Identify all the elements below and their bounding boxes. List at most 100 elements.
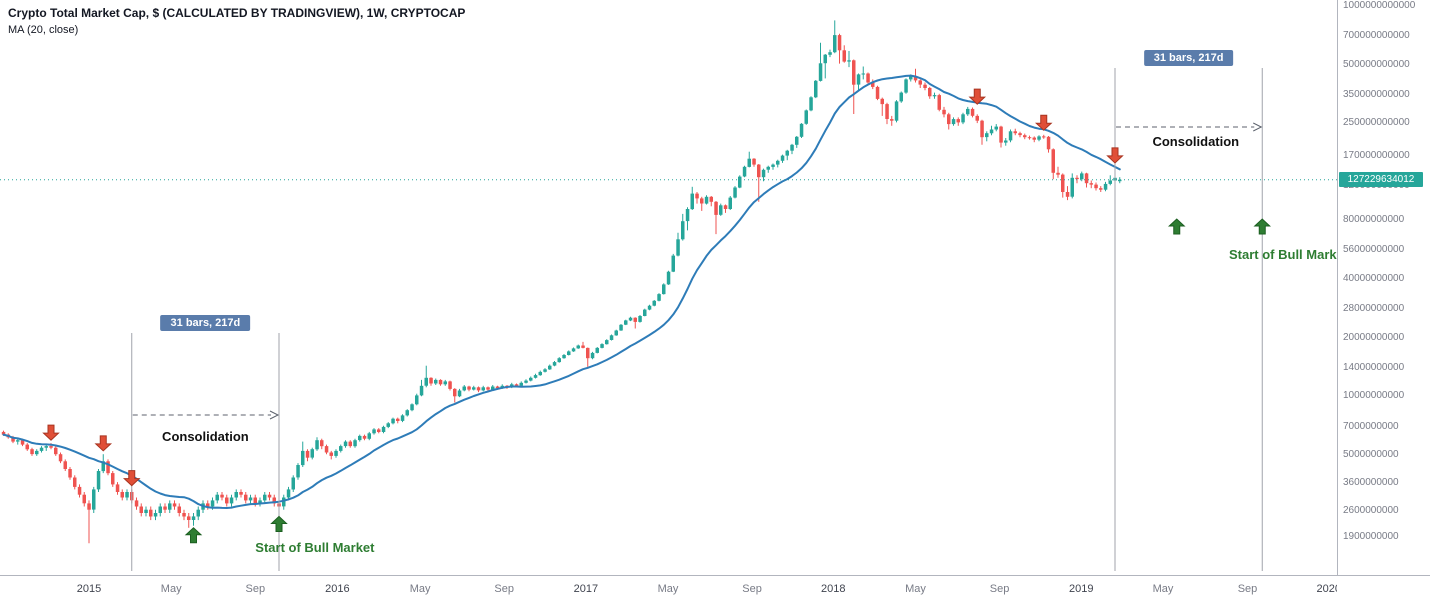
time-axis-label: 2015 (76, 583, 102, 595)
candle-up (282, 497, 286, 507)
buy-arrow-icon[interactable] (270, 515, 288, 532)
candle-up (210, 500, 215, 507)
sell-arrow-icon[interactable] (94, 435, 113, 452)
measure-label[interactable]: 31 bars, 217d (1143, 50, 1234, 66)
candle-up (704, 196, 709, 204)
candle-up (951, 119, 956, 125)
candle-up (638, 316, 642, 322)
candle-up (263, 494, 267, 501)
candle-up (400, 415, 405, 421)
candle-up (153, 513, 158, 517)
candle-down (30, 449, 34, 455)
buy-arrow-icon[interactable] (1167, 218, 1186, 235)
price-axis-label: 700000000000 (1343, 30, 1410, 42)
candle-down (253, 497, 257, 504)
time-axis-label: 2017 (573, 583, 599, 595)
candle-up (462, 386, 466, 391)
candle-down (1013, 131, 1017, 134)
candle-up (628, 317, 633, 321)
price-axis-label: 40000000000 (1343, 272, 1405, 284)
buy-arrow-icon[interactable] (184, 527, 203, 544)
candle-down (842, 50, 846, 62)
candle-up (538, 371, 542, 376)
time-axis-label: Sep (245, 583, 266, 595)
candle-up (600, 344, 604, 348)
price-axis-label: 5000000000 (1343, 449, 1399, 461)
candle-down (514, 384, 519, 386)
candle-down (581, 345, 585, 348)
consolidation-label[interactable]: Consolidation (1152, 134, 1240, 149)
sell-arrow-icon[interactable] (1034, 114, 1053, 131)
symbol-title[interactable]: Crypto Total Market Cap, $ (CALCULATED B… (8, 6, 466, 20)
time-axis-label: May (1152, 583, 1174, 595)
price-axis-label: 170000000000 (1343, 150, 1410, 162)
candle-down (448, 381, 452, 389)
candle-down (453, 388, 457, 397)
candle-up (818, 63, 823, 81)
candle-up (932, 95, 937, 97)
chart-annotations-layer: Crypto Total Market Cap, $ (CALCULATED B… (8, 6, 1337, 555)
indicator-label[interactable]: MA (20, close) (8, 24, 79, 36)
candle-up (144, 509, 148, 513)
bull-market-label[interactable]: Start of Bull Market (1229, 247, 1337, 262)
price-axis-label: 250000000000 (1343, 117, 1410, 129)
candle-up (681, 221, 685, 240)
time-axis-label: Sep (989, 583, 1010, 595)
candle-up (101, 461, 105, 472)
candle-up (353, 440, 357, 447)
candle-up (472, 387, 476, 390)
candle-up (524, 380, 528, 383)
candle-down (714, 201, 718, 215)
candle-down (11, 437, 15, 442)
candle-up (557, 358, 561, 363)
buy-arrow-icon[interactable] (1253, 218, 1272, 235)
candle-down (913, 76, 918, 81)
price-axis[interactable]: 127229634012 1000000000000 700000000000 50… (1337, 0, 1430, 575)
candle-down (852, 60, 856, 85)
candle-down (77, 486, 82, 495)
candle-up (904, 79, 908, 93)
candle-up (790, 144, 794, 151)
candle-up (652, 300, 656, 306)
current-price-tag: 127229634012 (1339, 171, 1423, 187)
price-axis-label: 7000000000 (1343, 420, 1399, 432)
chart-plot-area[interactable] (0, 0, 1337, 575)
candle-up (533, 375, 538, 378)
candle-up (985, 133, 989, 138)
price-axis-label: 1000000000000 (1343, 0, 1416, 11)
candle-up (856, 74, 861, 85)
candle-up (562, 355, 566, 359)
candle-up (391, 418, 395, 424)
candle-up (595, 347, 599, 353)
candle-down (937, 95, 941, 110)
price-axis-label: 20000000000 (1343, 331, 1405, 343)
candle-up (424, 377, 428, 386)
candle-down (467, 386, 471, 390)
price-axis-label: 14000000000 (1343, 361, 1405, 373)
candle-up (780, 155, 785, 161)
candle-up (191, 516, 196, 520)
sell-arrow-icon[interactable] (1106, 147, 1124, 164)
candle-up (405, 410, 409, 416)
candle-down (182, 513, 186, 517)
candle-up (1103, 183, 1108, 190)
time-axis-label: Sep (742, 583, 762, 595)
bull-market-label[interactable]: Start of Bull Market (255, 540, 375, 555)
measure-label[interactable]: 31 bars, 217d (160, 315, 251, 331)
candle-up (415, 395, 419, 405)
sell-arrow-icon[interactable] (968, 88, 987, 105)
candle-up (662, 284, 666, 295)
time-axis[interactable]: 2015 May Sep 2016 May Sep 2017 May Sep 2018 May Sep… (0, 575, 1337, 603)
price-axis-label: 28000000000 (1343, 303, 1405, 315)
candle-down (324, 446, 329, 453)
sell-arrow-icon[interactable] (122, 470, 141, 487)
candle-down (49, 446, 53, 448)
candle-down (633, 317, 637, 322)
candle-down (220, 494, 224, 498)
sell-arrow-icon[interactable] (42, 424, 60, 441)
candle-up (614, 330, 618, 336)
time-axis-label: Sep (1237, 583, 1258, 595)
candle-down (63, 461, 67, 469)
consolidation-label[interactable]: Consolidation (162, 429, 249, 444)
